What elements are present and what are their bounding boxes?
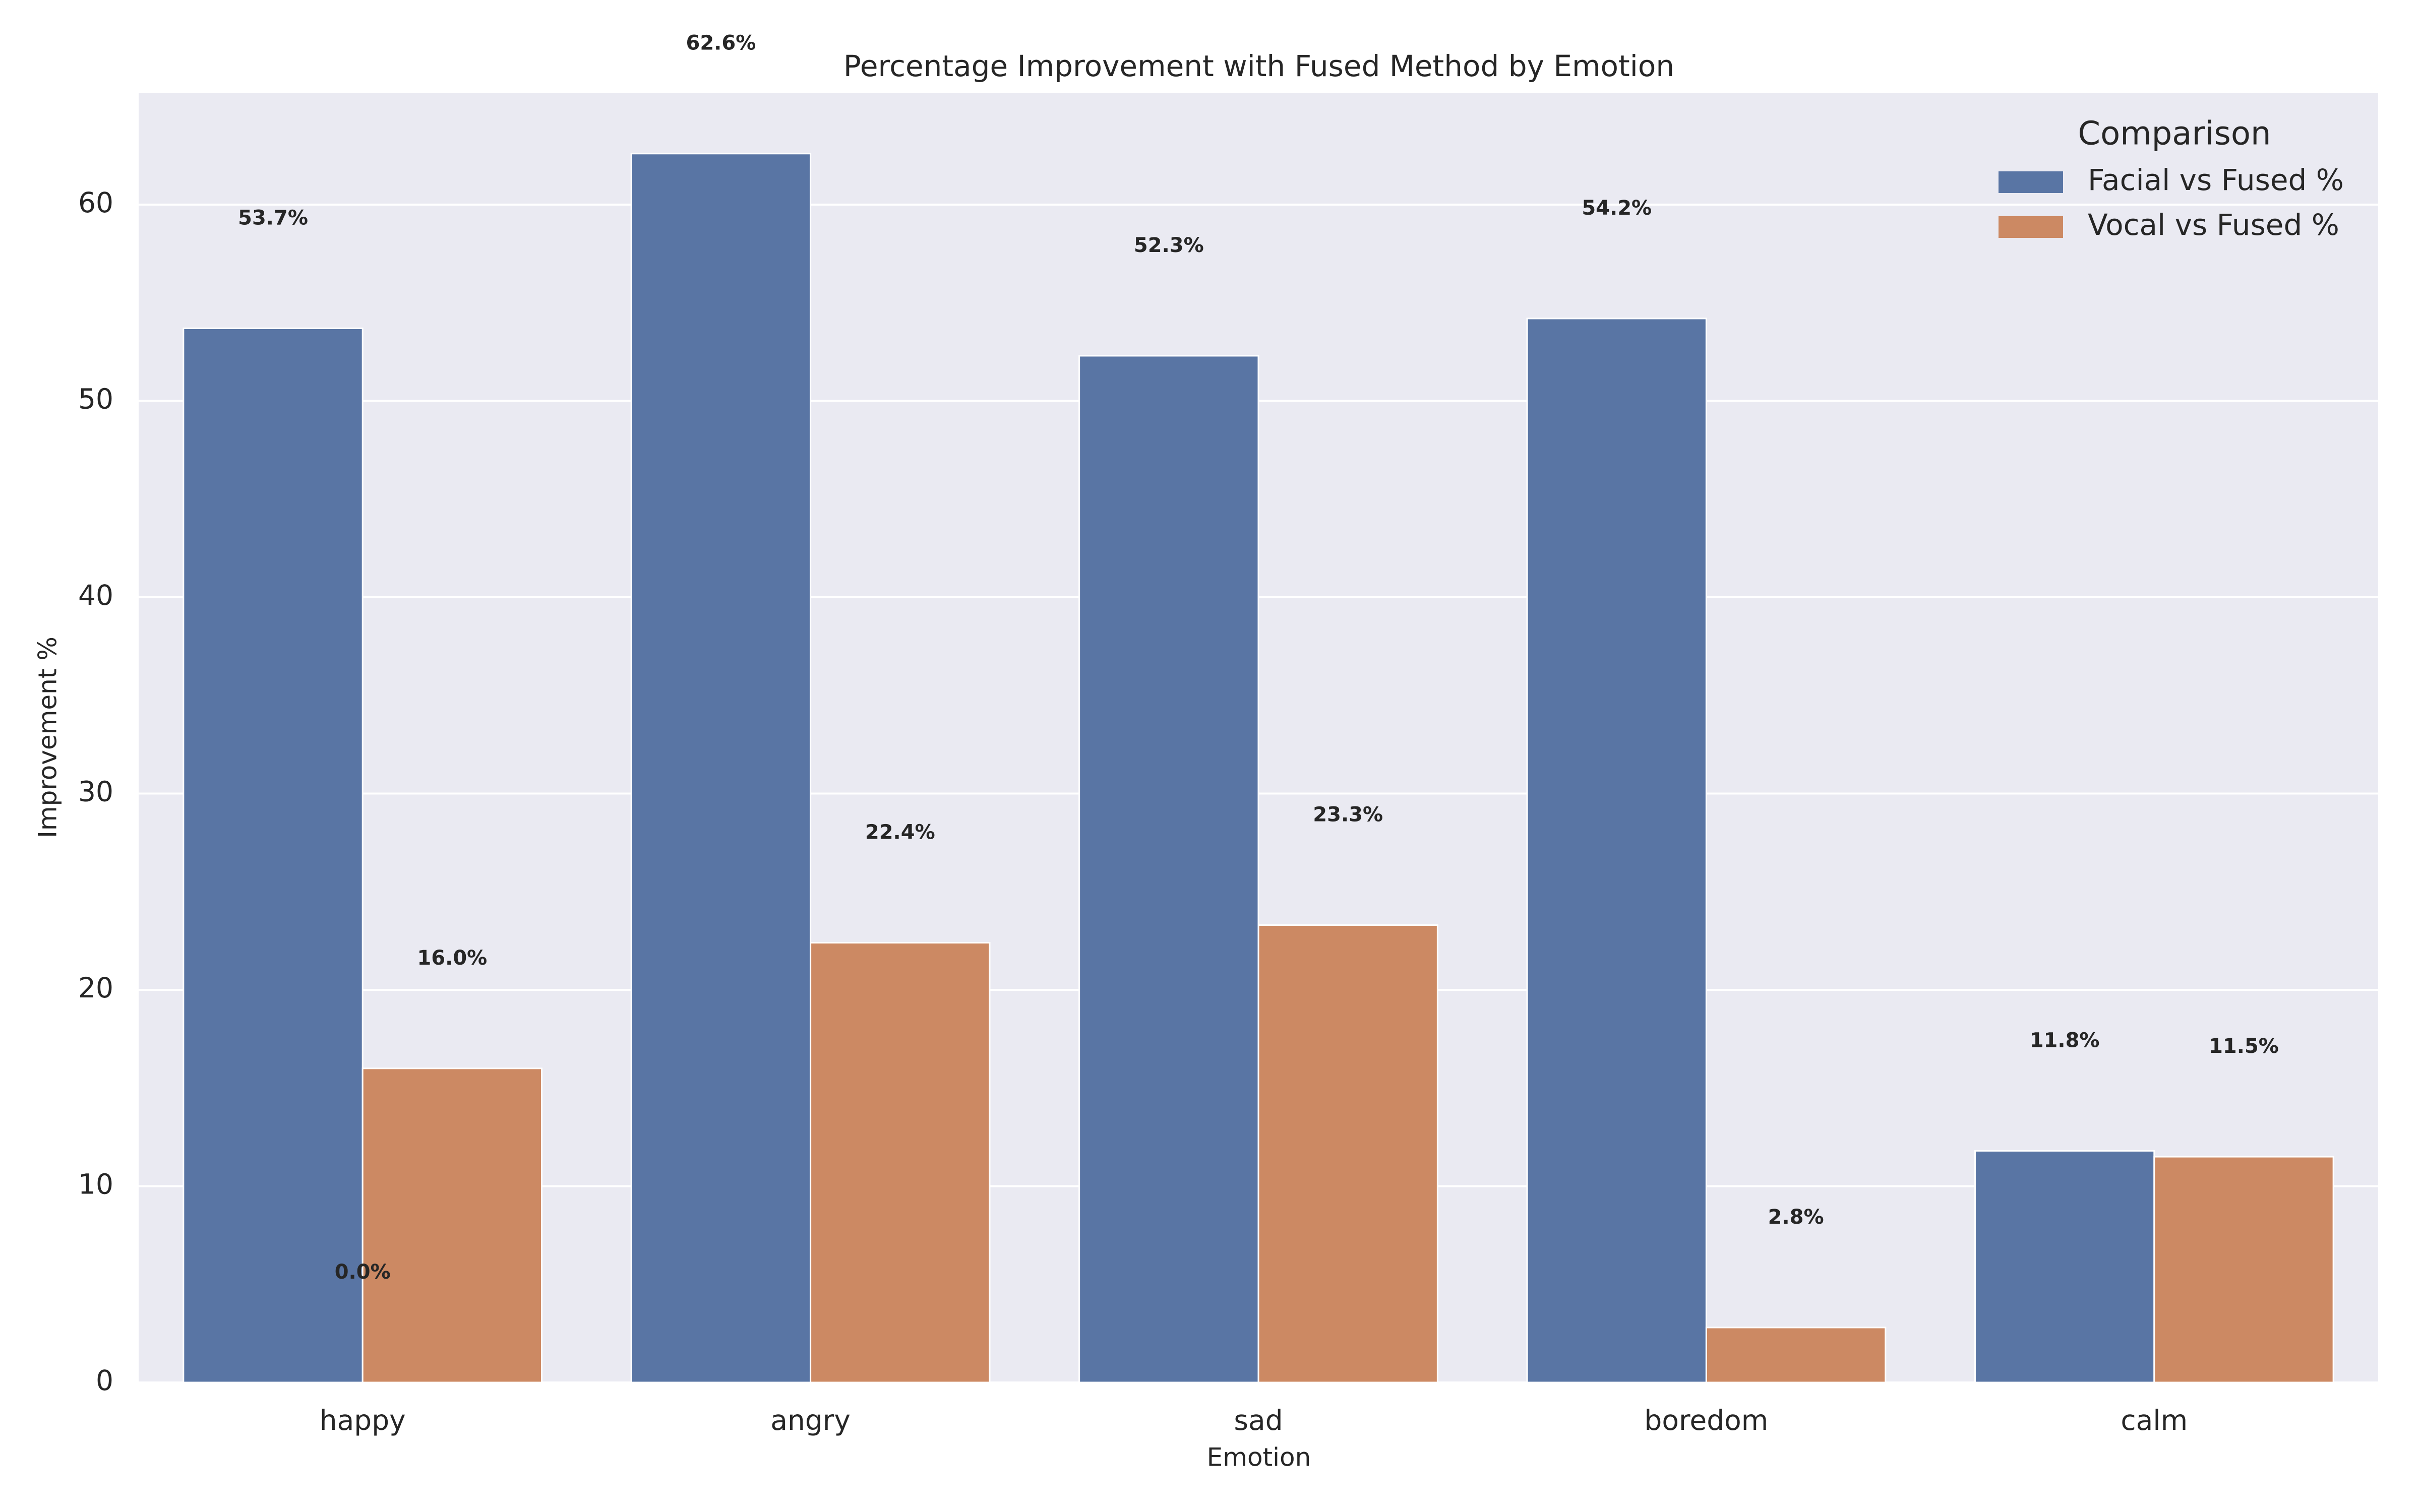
chart-title: Percentage Improvement with Fused Method… xyxy=(843,49,1674,83)
bar xyxy=(1974,1150,2155,1383)
legend-title: Comparison xyxy=(2078,115,2271,153)
bar xyxy=(1526,318,1707,1383)
legend-label: Facial vs Fused % xyxy=(2088,163,2344,197)
y-tick-label: 10 xyxy=(78,1168,113,1201)
bar xyxy=(810,942,991,1383)
y-tick-label: 20 xyxy=(78,972,113,1004)
x-tick-label: happy xyxy=(320,1404,406,1436)
bar xyxy=(2153,1156,2334,1383)
x-tick-label: calm xyxy=(2121,1404,2188,1436)
y-tick-label: 30 xyxy=(78,776,113,808)
value-label: 2.8% xyxy=(1768,1206,1824,1229)
x-axis-label: Emotion xyxy=(1207,1443,1311,1472)
y-tick-label: 50 xyxy=(78,383,113,415)
bar xyxy=(630,153,812,1383)
x-tick-label: angry xyxy=(770,1404,851,1436)
bars xyxy=(183,153,2334,1383)
labels: 53.7% 16.0% 62.6% 22.4% 52.3% 23.3% 54.2% 2.8% 1… xyxy=(238,32,2279,1284)
value-label: 22.4% xyxy=(865,821,935,844)
bar xyxy=(1257,924,1438,1383)
value-label: 54.2% xyxy=(1582,197,1652,220)
legend-label: Vocal vs Fused % xyxy=(2088,208,2339,242)
legend-swatch xyxy=(1999,171,2063,193)
value-label: 23.3% xyxy=(1313,803,1383,826)
y-tick-label: 60 xyxy=(78,186,113,219)
x-tick-label: boredom xyxy=(1644,1404,1768,1436)
x-tick-label: sad xyxy=(1234,1404,1283,1436)
value-label: 16.0% xyxy=(417,947,487,970)
value-label: 62.6% xyxy=(686,32,756,55)
bar xyxy=(361,1067,543,1383)
legend: Comparison Facial vs Fused % Vocal vs Fuse… xyxy=(1999,115,2344,242)
bar xyxy=(1705,1327,1887,1383)
value-label: 0.0% xyxy=(335,1261,391,1284)
y-tick-label: 40 xyxy=(78,579,113,611)
y-axis-label: Improvement % xyxy=(33,637,63,838)
value-label: 53.7% xyxy=(238,206,308,229)
bar xyxy=(183,327,364,1383)
bar xyxy=(1078,355,1259,1383)
value-label: 11.8% xyxy=(2030,1029,2100,1052)
y-tick-label: 0 xyxy=(96,1364,113,1397)
legend-swatch xyxy=(1999,216,2063,238)
value-label: 11.5% xyxy=(2209,1035,2279,1058)
value-label: 52.3% xyxy=(1134,234,1204,257)
